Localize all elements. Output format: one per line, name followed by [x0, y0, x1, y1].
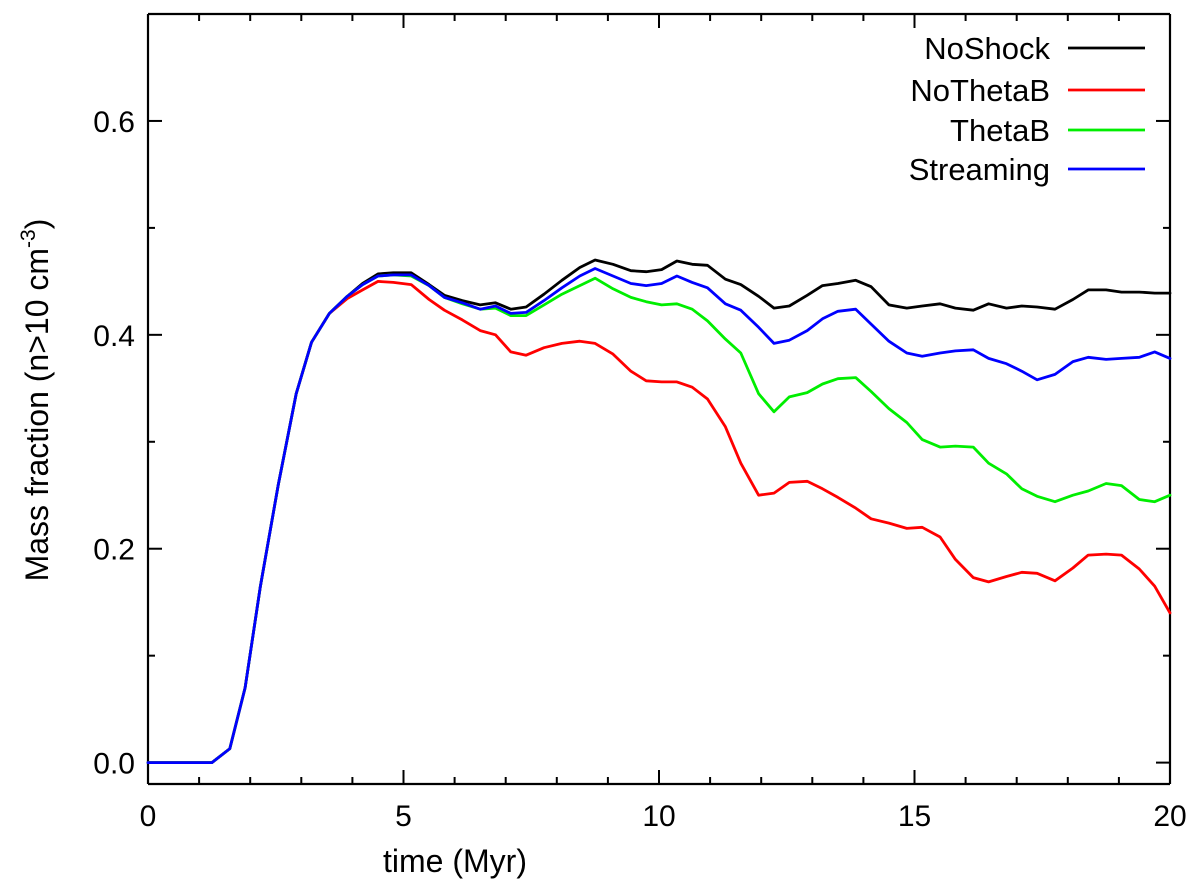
y-tick-label: 0.4: [93, 320, 135, 353]
x-tick-label: 0: [140, 800, 157, 833]
y-tick-label: 0.6: [93, 106, 135, 139]
x-tick-label: 15: [898, 800, 931, 833]
x-tick-label: 20: [1153, 800, 1186, 833]
legend-label-thetab: ThetaB: [950, 113, 1050, 148]
series-line-thetab: [146, 273, 1172, 764]
x-tick-label: 10: [642, 800, 675, 833]
y-tick-label: 0.0: [93, 748, 135, 781]
x-axis-label: time (Myr): [383, 843, 527, 879]
y-axis-label-main: Mass fraction (n>10 cm: [19, 248, 55, 581]
legend: NoShock NoThetaB ThetaB Streaming: [909, 31, 1145, 187]
legend-label-nothetab: NoThetaB: [910, 73, 1050, 108]
axis-tick-labels: 0 5 10 15 20 0.0 0.2 0.4 0.6: [93, 106, 1186, 833]
series-line-nothetab: [146, 279, 1172, 764]
series-line-noshock: [146, 258, 1172, 764]
y-axis-label: Mass fraction (n>10 cm-3): [17, 219, 55, 582]
legend-label-noshock: NoShock: [924, 31, 1050, 66]
x-tick-label: 5: [395, 800, 412, 833]
series-lines: [146, 258, 1172, 764]
y-axis-label-close: ): [19, 219, 55, 230]
legend-label-streaming: Streaming: [909, 152, 1050, 187]
y-axis-label-superscript: -3: [17, 229, 40, 248]
series-line-streaming: [146, 267, 1172, 764]
y-tick-label: 0.2: [93, 534, 135, 567]
